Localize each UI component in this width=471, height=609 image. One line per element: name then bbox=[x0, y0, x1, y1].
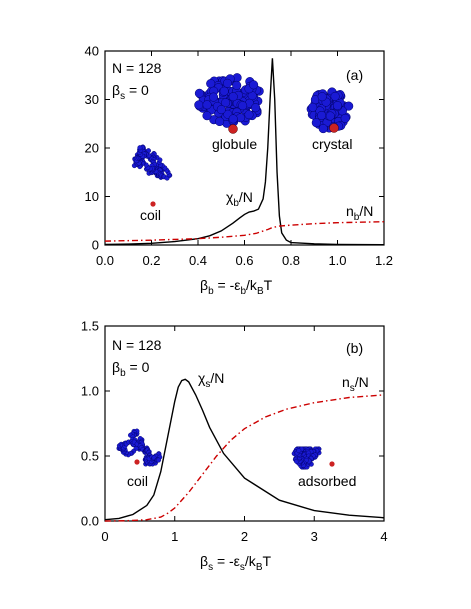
monomer bbox=[296, 448, 302, 454]
monomer bbox=[155, 457, 161, 463]
series-line-b-0 bbox=[104, 378, 385, 521]
panel-b: 0 1 2 3 4 0.0 0.5 1.0 1.5 (b) N = 128 βb = 0 coi… bbox=[81, 319, 388, 574]
monomer bbox=[332, 101, 343, 111]
x-tick-label: 0.8 bbox=[282, 253, 300, 268]
y-tick-label: 30 bbox=[85, 92, 99, 107]
monomer bbox=[325, 111, 335, 121]
panel-b-frame bbox=[104, 325, 385, 522]
monomer bbox=[206, 79, 216, 89]
y-tick-label: 0 bbox=[92, 238, 99, 253]
globule-illustration bbox=[194, 73, 264, 134]
monomer bbox=[228, 114, 238, 124]
panel-a-label: (a) bbox=[346, 67, 363, 83]
adsorbed-illustration bbox=[291, 446, 335, 470]
panel-a-xlabel: βb = -εb/kBT bbox=[200, 277, 273, 297]
x-tick-label: 4 bbox=[380, 529, 387, 544]
coil-illustration-a bbox=[131, 144, 173, 207]
panel-b-param-beta: βb = 0 bbox=[112, 359, 150, 379]
monomer bbox=[317, 92, 327, 102]
monomer-end bbox=[150, 201, 156, 207]
crystal-illustration bbox=[306, 87, 354, 134]
monomer bbox=[330, 91, 340, 101]
monomer bbox=[308, 102, 318, 112]
x-tick-label: 0.4 bbox=[189, 253, 207, 268]
monomer bbox=[202, 100, 212, 110]
x-tick-label: 0.2 bbox=[142, 253, 160, 268]
series-label-chi-b: χb/N bbox=[226, 189, 253, 209]
monomer bbox=[208, 92, 219, 102]
y-tick-label: 0.0 bbox=[81, 514, 99, 529]
panel-b-xlabel: βs = -εs/kBT bbox=[200, 553, 271, 573]
panel-a: 0.0 0.2 0.4 0.6 0.8 1.0 1.2 0 10 20 30 40 (a) N = 1… bbox=[85, 44, 394, 298]
x-tick-label: 1.2 bbox=[375, 253, 393, 268]
monomer bbox=[317, 110, 327, 121]
monomer bbox=[311, 118, 321, 128]
y-tick-label: 40 bbox=[85, 44, 99, 59]
x-tick-label: 2 bbox=[241, 529, 248, 544]
series-label-n-b: nb/N bbox=[346, 203, 373, 223]
panel-a-param-beta: βs = 0 bbox=[112, 82, 149, 102]
monomer bbox=[215, 116, 225, 127]
series-line-a-0 bbox=[104, 58, 385, 246]
monomer bbox=[194, 100, 204, 110]
x-tick-label: 1 bbox=[171, 529, 178, 544]
monomer bbox=[219, 86, 229, 96]
annotation-coil-b: coil bbox=[127, 473, 148, 489]
panel-b-param-n: N = 128 bbox=[112, 337, 162, 353]
monomer bbox=[222, 78, 233, 88]
x-tick-label: 3 bbox=[311, 529, 318, 544]
monomer bbox=[318, 124, 328, 134]
panel-b-label: (b) bbox=[346, 340, 363, 356]
y-tick-label: 0.5 bbox=[81, 449, 99, 464]
monomer bbox=[194, 88, 204, 98]
series-line-a-1 bbox=[104, 221, 385, 242]
annotation-adsorbed: adsorbed bbox=[298, 473, 356, 489]
x-tick-label: 1.0 bbox=[328, 253, 346, 268]
monomer bbox=[228, 92, 238, 102]
x-tick-label: 0 bbox=[101, 529, 108, 544]
annotation-globule: globule bbox=[212, 136, 257, 152]
monomer bbox=[340, 113, 350, 123]
panel-a-param-n: N = 128 bbox=[112, 60, 162, 76]
y-tick-label: 10 bbox=[85, 189, 99, 204]
y-tick-label: 1.5 bbox=[81, 319, 99, 334]
monomer bbox=[216, 105, 226, 115]
monomer bbox=[238, 101, 248, 111]
coil-illustration-b bbox=[116, 428, 163, 467]
series-label-n-s: ns/N bbox=[342, 374, 369, 394]
x-tick-label: 0.6 bbox=[235, 253, 253, 268]
x-tick-label: 0.0 bbox=[96, 253, 114, 268]
monomer bbox=[202, 111, 212, 121]
monomer bbox=[244, 110, 254, 120]
monomer bbox=[251, 103, 261, 113]
monomer bbox=[137, 145, 143, 151]
series-line-b-1 bbox=[104, 394, 385, 522]
monomer bbox=[232, 80, 242, 90]
series-label-chi-s: χs/N bbox=[198, 370, 224, 390]
monomer bbox=[344, 101, 354, 111]
monomer bbox=[249, 80, 259, 90]
monomer-end bbox=[228, 124, 238, 134]
monomer-end bbox=[329, 461, 335, 467]
monomer-end bbox=[329, 123, 339, 133]
annotation-crystal: crystal bbox=[312, 136, 352, 152]
annotation-coil-a: coil bbox=[140, 207, 161, 223]
y-tick-label: 1.0 bbox=[81, 384, 99, 399]
monomer-end bbox=[134, 459, 140, 465]
monomer bbox=[221, 98, 231, 108]
y-tick-label: 20 bbox=[85, 141, 99, 156]
